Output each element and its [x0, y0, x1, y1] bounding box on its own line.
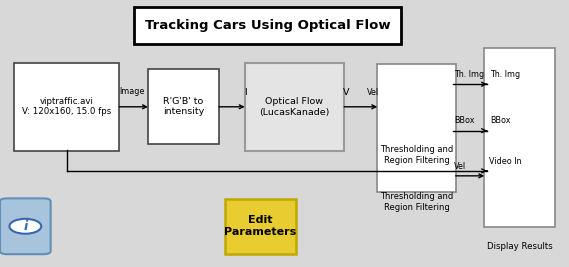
Text: Edit
Parameters: Edit Parameters — [224, 215, 296, 237]
Text: Optical Flow
(LucasKanade): Optical Flow (LucasKanade) — [259, 97, 329, 116]
Text: R'G'B' to
intensity: R'G'B' to intensity — [163, 97, 204, 116]
FancyBboxPatch shape — [225, 199, 296, 254]
Text: Vel: Vel — [367, 88, 379, 97]
Text: Image: Image — [119, 87, 145, 96]
Text: Thresholding and
Region Filtering: Thresholding and Region Filtering — [380, 145, 453, 164]
Text: i: i — [23, 220, 27, 233]
Text: Tracking Cars Using Optical Flow: Tracking Cars Using Optical Flow — [145, 19, 390, 32]
Text: V: V — [343, 88, 349, 97]
Text: Th. Img: Th. Img — [454, 70, 484, 79]
Circle shape — [9, 219, 41, 234]
FancyBboxPatch shape — [0, 198, 51, 254]
FancyBboxPatch shape — [484, 48, 555, 227]
FancyBboxPatch shape — [14, 63, 119, 151]
Text: Display Results: Display Results — [487, 242, 552, 251]
FancyBboxPatch shape — [377, 64, 456, 192]
Text: Video In: Video In — [489, 157, 522, 166]
FancyBboxPatch shape — [245, 63, 344, 151]
FancyBboxPatch shape — [148, 69, 219, 144]
FancyBboxPatch shape — [134, 7, 401, 44]
Text: Vel: Vel — [454, 162, 466, 171]
Text: I: I — [244, 88, 246, 97]
Text: viptraffic.avi
V: 120x160, 15.0 fps: viptraffic.avi V: 120x160, 15.0 fps — [22, 97, 112, 116]
Text: Thresholding and
Region Filtering: Thresholding and Region Filtering — [380, 192, 453, 212]
Text: BBox: BBox — [490, 116, 510, 125]
Text: Th. Img: Th. Img — [490, 70, 520, 79]
Text: BBox: BBox — [454, 116, 475, 125]
